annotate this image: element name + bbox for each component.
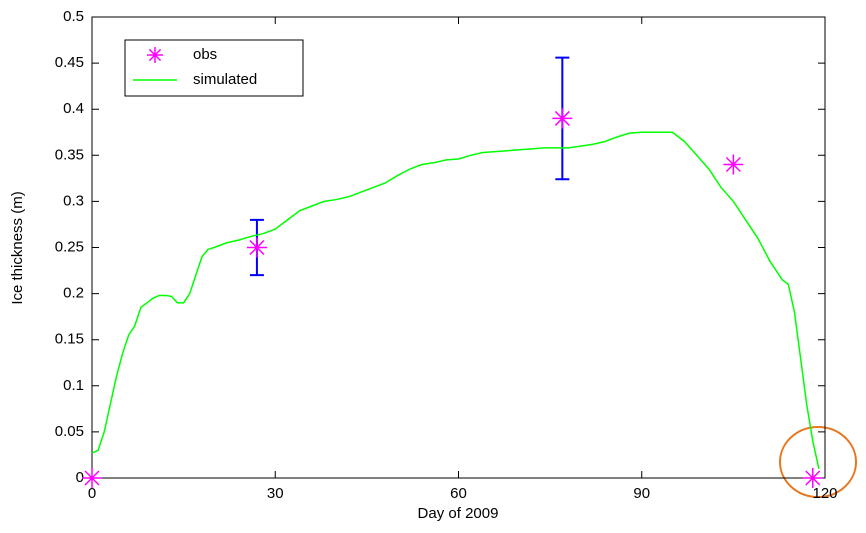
y-tick-label: 0.45 (55, 54, 84, 71)
y-tick-label: 0.05 (55, 423, 84, 440)
legend-label: simulated (193, 71, 257, 88)
obs-marker (246, 237, 267, 258)
y-tick-label: 0.35 (55, 146, 84, 163)
y-tick-label: 0.15 (55, 331, 84, 348)
y-tick-label: 0.3 (63, 192, 84, 209)
y-axis-label: Ice thickness (m) (9, 191, 26, 304)
y-tick-label: 0.5 (63, 8, 84, 25)
x-tick-label: 90 (633, 485, 650, 502)
obs-marker (82, 468, 102, 488)
y-tick-label: 0 (76, 469, 84, 486)
x-tick-label: 120 (812, 485, 837, 502)
legend-marker (147, 47, 163, 63)
y-tick-label: 0.4 (63, 100, 84, 117)
obs-marker (723, 154, 744, 175)
legend-label: obs (193, 46, 217, 63)
sim-line (91, 131, 820, 469)
y-tick-label: 0.1 (63, 377, 84, 394)
x-tick-label: 30 (267, 485, 284, 502)
obs-marker (552, 108, 573, 129)
x-axis-label: Day of 2009 (418, 505, 499, 522)
x-tick-label: 60 (450, 485, 467, 502)
y-tick-label: 0.2 (63, 285, 84, 302)
highlight-circle (779, 426, 857, 498)
obs-marker (802, 468, 823, 488)
x-tick-label: 0 (88, 485, 96, 502)
y-tick-label: 0.25 (55, 238, 84, 255)
